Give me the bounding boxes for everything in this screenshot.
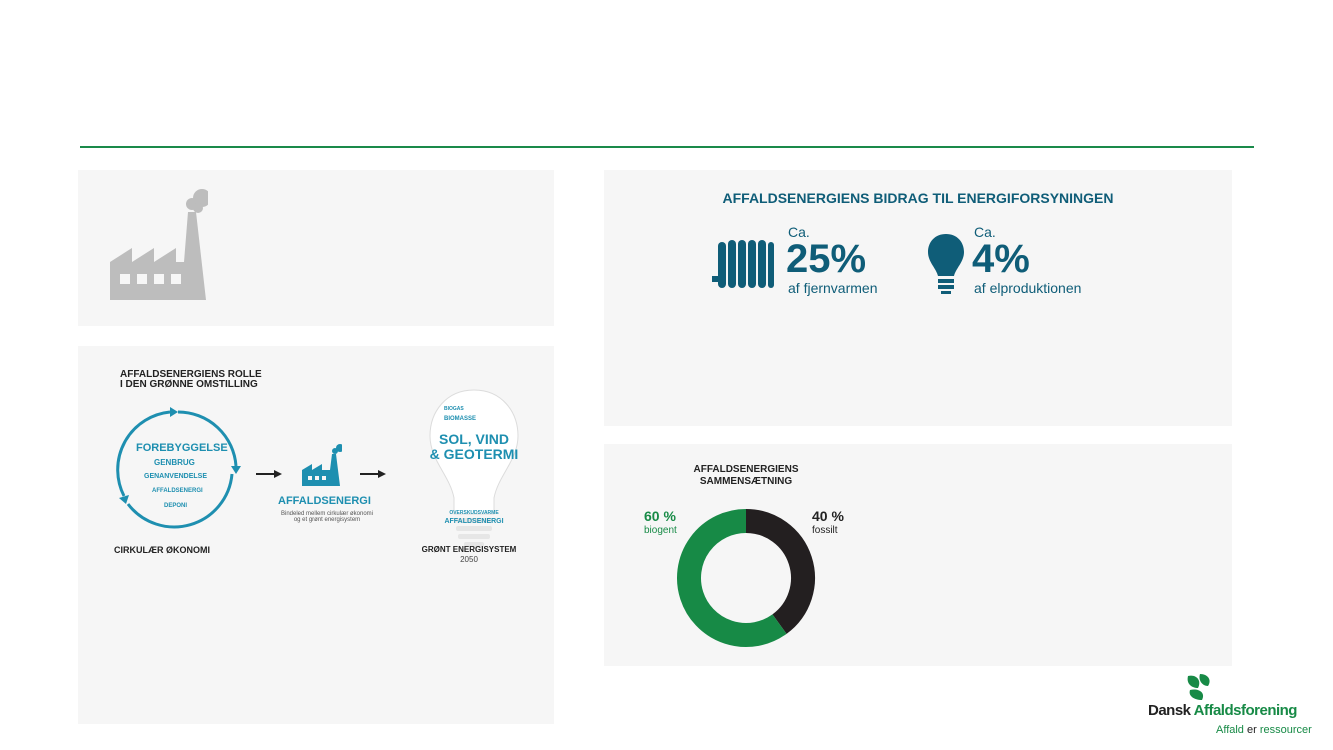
cycle-item-2: GENBRUG [154, 458, 195, 467]
bulb-lower-2: AFFALDSENERGI [444, 518, 504, 525]
composition-donut-chart [677, 509, 815, 647]
bulb-big-line2: & GEOTERMI [429, 446, 519, 462]
cycle-arrows-icon [116, 407, 241, 529]
contribution-panel: AFFALDSENERGIENS BIDRAG TIL ENERGIFORSYN… [604, 170, 1232, 426]
composition-title-line1: AFFALDSENERGIENS [693, 464, 799, 475]
logo-name-part2: Affaldsforening [1193, 702, 1298, 719]
role-title-line1: AFFALDSENERGIENS ROLLE [120, 369, 262, 380]
logo-tag-part3: ressourcer [1259, 724, 1312, 736]
radiator-icon [712, 240, 774, 288]
bulb-big-line1: SOL, VIND [438, 431, 509, 447]
bulb-caption: GRØNT ENERGISYSTEM [421, 545, 517, 554]
logo-tag-part2: er [1243, 724, 1260, 736]
leaf-logo-icon [1187, 674, 1210, 700]
role-panel: AFFALDSENERGIENS ROLLE I DEN GRØNNE OMST… [78, 346, 554, 724]
bulb-big-text: SOL, VIND & GEOTERMI [424, 432, 524, 462]
cycle-item-3: GENANVENDELSE [144, 473, 208, 480]
power-value: 4% [972, 237, 1030, 281]
bulb-small-2: BIOMASSE [444, 416, 477, 422]
biogent-value: 60 % [644, 508, 676, 524]
arrow-right-icon [360, 470, 386, 478]
contribution-title: AFFALDSENERGIENS BIDRAG TIL ENERGIFORSYN… [722, 190, 1114, 206]
title-divider [80, 146, 1254, 148]
cycle-item-1: FOREBYGGELSE [136, 442, 228, 454]
bulb-small-1: BIOGAS [444, 406, 464, 412]
bulb-lower-1: OVERSKUDSVARME [449, 510, 499, 516]
logo-wordmark: Dansk Affaldsforening [1148, 702, 1297, 719]
cycle-item-4: AFFALDSENERGI [152, 488, 203, 494]
power-label: af elproduktionen [974, 280, 1082, 296]
power-prefix: Ca. [974, 224, 996, 240]
composition-title: AFFALDSENERGIENS SAMMENSÆTNING [664, 464, 828, 488]
cycle-item-5: DEPONI [164, 503, 188, 509]
composition-title-line2: SAMMENSÆTNING [699, 476, 793, 487]
factory-small-icon [302, 444, 342, 486]
lightbulb-icon [928, 234, 964, 294]
composition-panel: AFFALDSENERGIENS SAMMENSÆTNING 60 % biog… [604, 444, 1232, 666]
role-title: AFFALDSENERGIENS ROLLE I DEN GRØNNE OMST… [120, 370, 262, 390]
role-title-line2: I DEN GRØNNE OMSTILLING [120, 379, 258, 390]
arrow-right-icon [256, 470, 282, 478]
logo-tag-part1: Affald [1216, 724, 1244, 736]
donut-slice-fossilt [745, 509, 815, 634]
logo-tagline: Affald er ressourcer [1216, 724, 1312, 736]
cycle-caption: CIRKULÆR ØKONOMI [114, 545, 210, 555]
logo-name-part1: Dansk [1148, 702, 1194, 719]
factory-panel [78, 170, 554, 326]
factory-icon [110, 189, 208, 300]
center-subtitle-line2: og et grønt energisystem [293, 517, 361, 523]
fossil-label: fossilt [812, 525, 838, 536]
heat-label: af fjernvarmen [788, 280, 878, 296]
heat-value: 25% [786, 237, 867, 281]
fossil-value: 40 % [812, 508, 844, 524]
center-subtitle: Bindeled mellem cirkulær økonomi og et g… [264, 511, 390, 523]
center-title: AFFALDSENERGI [278, 495, 371, 507]
biogent-label: biogent [644, 525, 677, 536]
center-subtitle-line1: Bindeled mellem cirkulær økonomi [280, 511, 374, 517]
donut-slice-biogent [677, 509, 787, 647]
bulb-year: 2050 [460, 555, 478, 564]
lightbulb-large-icon [429, 389, 519, 547]
heat-prefix: Ca. [788, 224, 810, 240]
